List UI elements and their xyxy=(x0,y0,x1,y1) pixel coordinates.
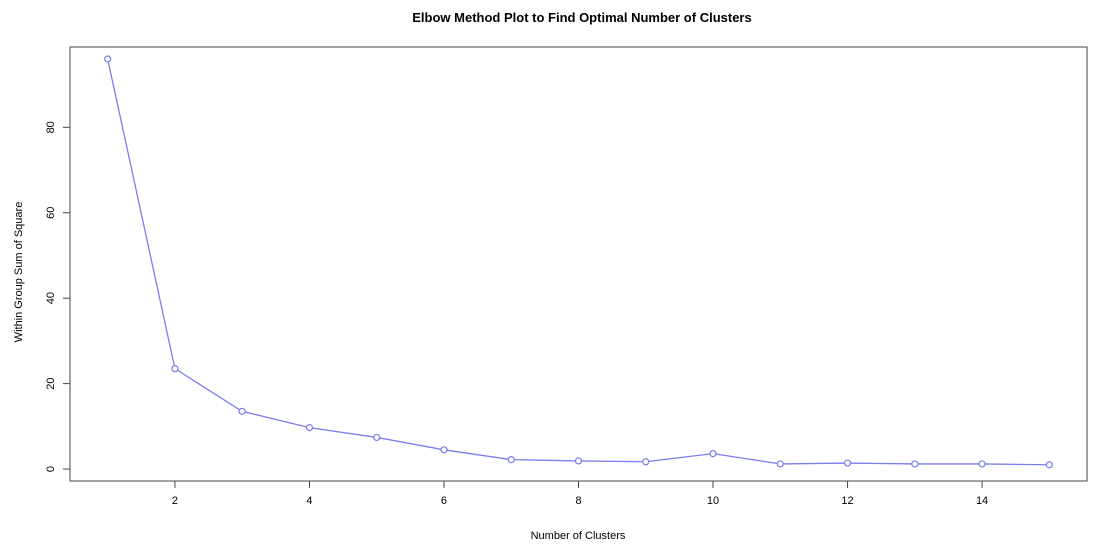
x-tick-label: 10 xyxy=(707,495,719,507)
series-line xyxy=(107,58,1050,466)
data-point xyxy=(709,450,717,458)
data-point xyxy=(171,365,179,373)
data-point xyxy=(373,433,381,442)
data-point xyxy=(305,424,314,432)
x-tick-label: 12 xyxy=(841,495,853,507)
y-tick-label: 60 xyxy=(45,207,57,219)
x-axis: 2 4 6 8 10 12 14 xyxy=(172,481,988,507)
data-point xyxy=(642,458,650,466)
data-point xyxy=(440,446,448,454)
x-tick-label: 6 xyxy=(441,495,447,507)
x-tick-label: 14 xyxy=(976,495,988,507)
y-tick-label: 40 xyxy=(45,292,57,304)
x-tick-label: 8 xyxy=(575,495,581,507)
x-tick-label: 4 xyxy=(306,495,312,507)
y-axis: 0 20 40 60 80 xyxy=(45,121,70,472)
y-axis-label: Within Group Sum of Square xyxy=(13,202,25,343)
plot-frame xyxy=(69,46,1088,482)
data-point xyxy=(1045,461,1053,469)
y-tick-label: 80 xyxy=(45,121,57,133)
data-point xyxy=(104,55,112,63)
series-layer xyxy=(104,55,1053,469)
chart-title: Elbow Method Plot to Find Optimal Number… xyxy=(412,10,751,25)
x-tick-label: 2 xyxy=(172,495,178,507)
data-point xyxy=(978,460,986,468)
x-axis-label: Number of Clusters xyxy=(531,530,626,542)
y-tick-label: 0 xyxy=(45,466,57,472)
data-point xyxy=(574,457,583,465)
data-point xyxy=(507,456,515,464)
data-point xyxy=(776,460,784,468)
data-point xyxy=(238,407,246,415)
data-point xyxy=(843,459,852,467)
data-point xyxy=(911,460,919,468)
y-tick-label: 20 xyxy=(45,377,57,389)
